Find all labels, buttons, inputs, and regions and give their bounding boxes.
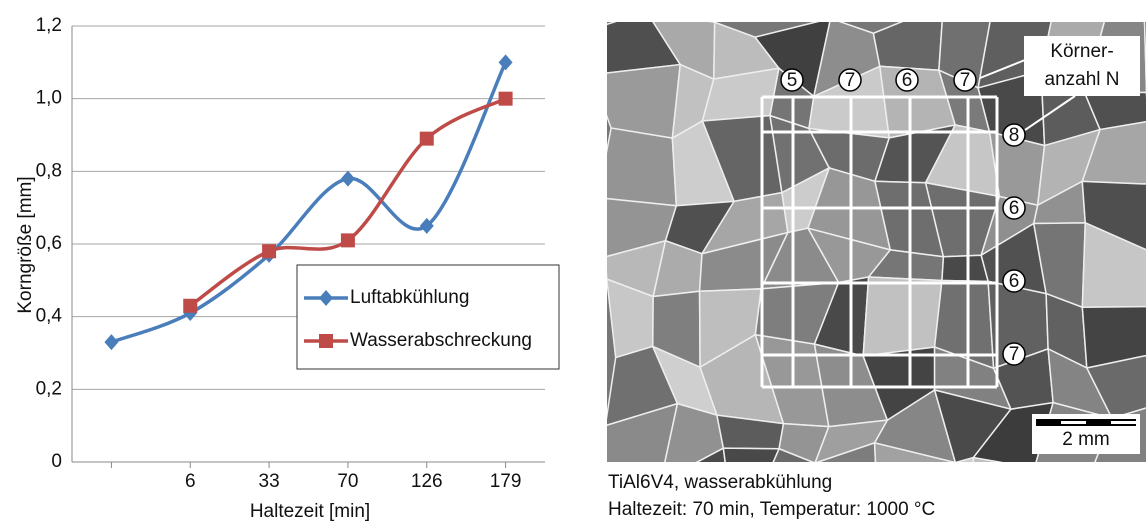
point [104, 334, 118, 350]
grain [1034, 468, 1118, 519]
scale-label: 2 mm [1062, 429, 1110, 450]
grain [1091, 472, 1146, 506]
point [319, 334, 333, 348]
y-tick-label: 0,4 [36, 306, 63, 327]
page: 0 0,2 0,4 0,6 0,8 1,0 1,2 6 33 70 126 179 Luftabkühl… [0, 0, 1146, 524]
grain [873, 5, 943, 70]
x-axis-title: Haltezeit [min] [250, 501, 370, 522]
y-tick-label: 0 [51, 451, 62, 472]
x-tick-label: 70 [337, 471, 358, 492]
micrograph: 5 7 6 7 8 6 6 7 Körner-anzahl N 2 mm [589, 4, 1146, 524]
point [341, 233, 355, 247]
point [499, 92, 513, 106]
y-tick-label: 0,6 [36, 233, 62, 254]
caption: Haltezeit: 70 min, Temperatur: 1000 °C [608, 499, 935, 520]
y-axis-title: Korngröße [mm] [15, 176, 36, 313]
point [499, 54, 513, 70]
count-label: 6 [1009, 271, 1020, 292]
x-tick-label: 179 [490, 471, 522, 492]
y-tick-label: 0,2 [36, 378, 62, 399]
caption: TiAl6V4, wasserabkühlung [608, 472, 832, 493]
grain [592, 65, 680, 139]
y-tick-label: 1,0 [36, 88, 62, 109]
count-label: 6 [902, 70, 913, 91]
legend-box [297, 265, 559, 369]
x-tick-label: 6 [185, 471, 196, 492]
x-tick-label: 33 [259, 471, 280, 492]
point [262, 244, 276, 258]
scale-bar-white [1111, 421, 1136, 424]
count-label: 8 [1009, 125, 1020, 146]
scale-bar-white [1061, 421, 1086, 424]
count-label: 7 [1009, 344, 1020, 365]
grain [598, 128, 677, 206]
grain [973, 458, 1045, 524]
legend-label: Luftabkühlung [350, 287, 469, 308]
grain [942, 255, 988, 281]
count-label: 7 [845, 70, 856, 91]
count-label: 5 [787, 70, 798, 91]
grain [863, 277, 942, 356]
x-tick-label: 126 [411, 471, 443, 492]
chart: 0 0,2 0,4 0,6 0,8 1,0 1,2 6 33 70 126 179 Luftabkühl… [36, 15, 559, 492]
count-label: 6 [1009, 198, 1020, 219]
point [341, 171, 355, 187]
point [420, 132, 434, 146]
y-tick-label: 1,2 [36, 15, 62, 36]
label: Körner- [1050, 41, 1113, 62]
y-tick-label: 0,8 [36, 160, 62, 181]
point [183, 299, 197, 313]
count-label: 7 [960, 70, 971, 91]
legend-label: Wasserabschreckung [350, 330, 532, 351]
grain [930, 458, 974, 524]
label: anzahl N [1045, 69, 1120, 90]
